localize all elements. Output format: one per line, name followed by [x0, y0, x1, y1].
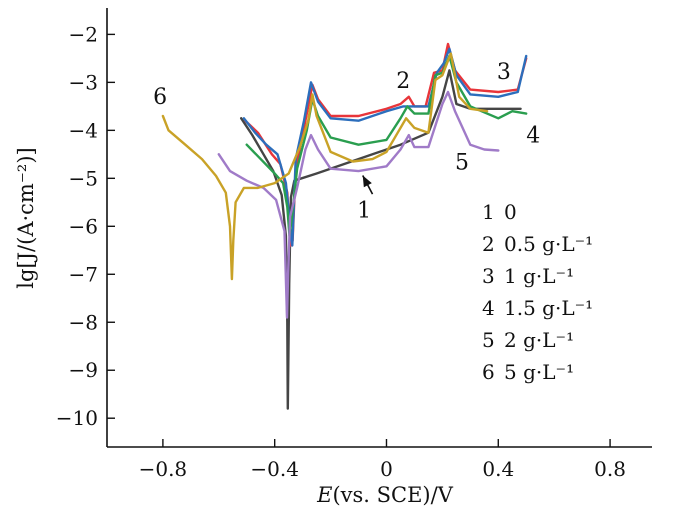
series-group — [161, 42, 528, 410]
series-line-6 — [161, 52, 489, 281]
legend-number-2: 2 — [482, 232, 495, 256]
axes — [106, 8, 652, 448]
y-tick-label: −6 — [69, 214, 98, 238]
x-axis-title-italic: E — [316, 483, 332, 507]
curve-label-1: 1 — [357, 199, 371, 224]
y-tick-label: −4 — [69, 118, 98, 142]
y-tick-label: −9 — [69, 358, 98, 382]
series-line-1 — [240, 69, 522, 410]
x-axis-title-rest: (vs. SCE)/V — [332, 483, 453, 507]
legend-label-6: 5 g·L⁻¹ — [504, 360, 574, 384]
curve-label-3: 3 — [497, 60, 511, 85]
legend-number-5: 5 — [482, 328, 495, 352]
y-axis-title: lg[J/(A·cm⁻²)] — [14, 147, 38, 288]
legend-number-1: 1 — [482, 200, 495, 224]
curve-label-5: 5 — [455, 151, 469, 176]
y-tick-label: −2 — [69, 22, 98, 46]
x-tick-label: −0.4 — [250, 457, 299, 481]
legend-number-4: 4 — [482, 296, 495, 320]
x-ticks: −0.8 −0.4 0 0.4 0.8 — [139, 439, 626, 481]
y-tick-label: −5 — [69, 166, 98, 190]
x-tick-label: 0 — [380, 457, 393, 481]
legend-label-5: 2 g·L⁻¹ — [504, 328, 574, 352]
x-tick-label: 0.8 — [594, 457, 626, 481]
curve-label-6: 6 — [153, 85, 167, 110]
annotation-arrow — [362, 175, 374, 195]
series-line-3 — [242, 47, 528, 247]
y-tick-label: −8 — [69, 310, 98, 334]
legend-label-3: 1 g·L⁻¹ — [504, 264, 574, 288]
curve-label-2: 2 — [396, 69, 410, 94]
legend-label-1: 0 — [504, 200, 517, 224]
series-line-5 — [217, 90, 500, 319]
legend-number-6: 6 — [482, 360, 495, 384]
y-tick-label: −7 — [69, 262, 98, 286]
legend-number-3: 3 — [482, 264, 495, 288]
legend-label-2: 0.5 g·L⁻¹ — [504, 232, 593, 256]
legend: 1 02 0.5 g·L⁻¹ 3 1 g·L⁻¹ 4 1.5 g·L⁻¹ 5 2 g·L⁻¹ 6 5… — [482, 200, 593, 384]
arrow-head — [362, 175, 372, 188]
legend-label-4: 1.5 g·L⁻¹ — [504, 296, 593, 320]
x-tick-label: 0.4 — [482, 457, 514, 481]
y-tick-label: −10 — [56, 406, 98, 430]
curve-label-4: 4 — [526, 123, 540, 148]
x-tick-label: −0.8 — [139, 457, 188, 481]
x-axis-title: E(vs. SCE)/V — [316, 483, 454, 507]
curve-labels: 1 2 3 4 5 6 — [153, 60, 540, 224]
y-tick-label: −3 — [69, 70, 98, 94]
y-ticks: −2 −3 −4 −5 −6 −7 −8 −9 −10 — [56, 22, 115, 430]
